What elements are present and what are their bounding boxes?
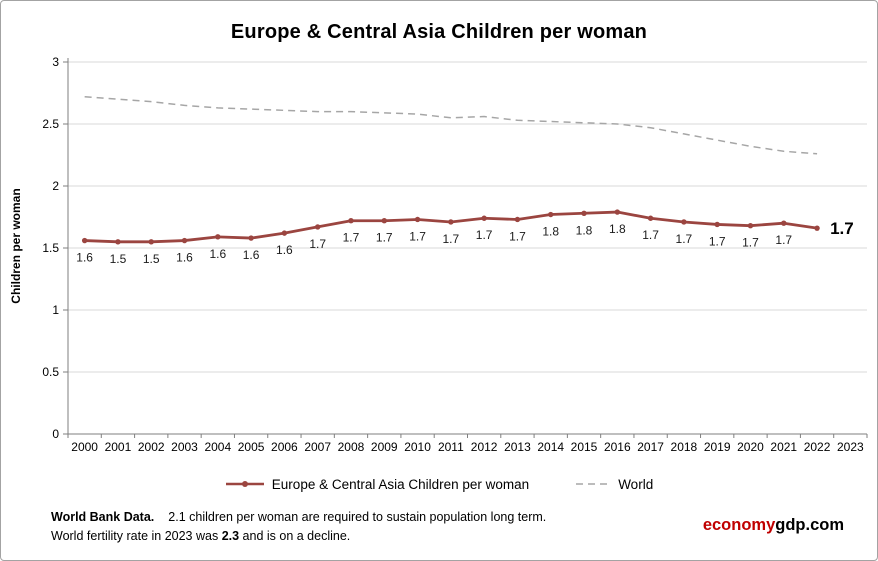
x-tick-label: 2009 xyxy=(371,440,398,454)
world-line-sample-icon xyxy=(576,483,611,485)
footer: World Bank Data. 2.1 children per woman a… xyxy=(51,508,844,546)
eca-markers xyxy=(81,209,820,245)
x-tick-label: 2003 xyxy=(171,440,198,454)
data-label: 1.7 xyxy=(376,231,393,245)
x-tick-label: 2017 xyxy=(637,440,664,454)
x-tick-label: 2021 xyxy=(770,440,797,454)
plot-area: 0 0.5 1 1.5 2 2.5 3 2000 2001 2002 2003 2004 2005 200… xyxy=(42,55,868,454)
data-label: 1.8 xyxy=(576,223,593,237)
data-label: 1.7 xyxy=(509,229,526,243)
footer-note2-pre: World fertility rate in 2023 was xyxy=(51,529,222,543)
axes: 0 0.5 1 1.5 2 2.5 3 2000 2001 2002 2003 2004 2005 200… xyxy=(42,55,868,454)
y-tick-label: 1.5 xyxy=(42,241,59,255)
data-label: 1.6 xyxy=(243,248,260,262)
y-tick-label: 2.5 xyxy=(42,117,59,131)
footer-note-line1: World Bank Data. 2.1 children per woman a… xyxy=(51,508,546,527)
y-tick-label: 3 xyxy=(52,55,59,69)
legend-item-world: World xyxy=(575,477,653,492)
data-label: 1.5 xyxy=(110,252,127,266)
x-tick-label: 2007 xyxy=(304,440,331,454)
footer-note1-bold: World Bank Data. xyxy=(51,510,155,524)
data-label: 1.7 xyxy=(775,233,792,247)
data-label: 1.7 xyxy=(676,232,693,246)
legend: Europe & Central Asia Children per woman… xyxy=(1,471,877,497)
data-label: 1.8 xyxy=(609,222,626,236)
y-tick-label: 0 xyxy=(52,427,59,441)
data-label: 1.6 xyxy=(209,247,226,261)
brand-logo-red: economy xyxy=(702,516,776,534)
x-tick-label: 2019 xyxy=(704,440,731,454)
legend-label-eca: Europe & Central Asia Children per woman xyxy=(271,476,530,492)
x-tick-label: 2005 xyxy=(238,440,265,454)
x-tick-label: 2020 xyxy=(737,440,764,454)
x-tick-label: 2000 xyxy=(71,440,98,454)
data-label: 1.7 xyxy=(709,234,726,248)
x-tick-label: 2022 xyxy=(804,440,831,454)
brand-logo: economygdp.com xyxy=(703,516,844,535)
x-tick-label: 2013 xyxy=(504,440,531,454)
x-tick-label: 2008 xyxy=(338,440,365,454)
data-label: 1.7 xyxy=(742,236,759,250)
footer-note1-rest: 2.1 children per woman are required to s… xyxy=(168,510,547,524)
data-label: 1.6 xyxy=(76,251,93,265)
footer-notes: World Bank Data. 2.1 children per woman a… xyxy=(51,508,546,546)
eca-data-labels: 1.6 1.5 1.5 1.6 1.6 1.6 1.6 1.7 1.7 1.7 1.7 1.7 1.7 1… xyxy=(76,222,792,266)
eca-end-label: 1.7 xyxy=(830,219,854,238)
data-label: 1.7 xyxy=(476,228,493,242)
y-tick-label: 2 xyxy=(52,179,59,193)
x-tick-label: 2004 xyxy=(204,440,231,454)
x-tick-label: 2012 xyxy=(471,440,498,454)
eca-line-sample-icon xyxy=(225,481,264,487)
x-tick-label: 2006 xyxy=(271,440,298,454)
x-tick-label: 2011 xyxy=(438,440,464,454)
x-tick-label: 2010 xyxy=(404,440,431,454)
gridlines xyxy=(68,61,867,373)
x-tick-label: 2023 xyxy=(837,440,864,454)
data-label: 1.6 xyxy=(176,251,193,265)
x-tick-label: 2015 xyxy=(571,440,598,454)
data-label: 1.7 xyxy=(343,231,360,245)
data-label: 1.7 xyxy=(642,228,659,242)
x-tick-label: 2018 xyxy=(671,440,698,454)
footer-note2-post: and is on a decline. xyxy=(239,529,351,543)
y-tick-label: 0.5 xyxy=(42,365,59,379)
x-tick-label: 2001 xyxy=(105,440,132,454)
x-tick-label: 2016 xyxy=(604,440,631,454)
data-label: 1.6 xyxy=(276,243,293,257)
footer-note-line2: World fertility rate in 2023 was 2.3 and… xyxy=(51,527,546,546)
data-label: 1.7 xyxy=(443,232,460,246)
world-line xyxy=(84,95,818,155)
legend-item-eca: Europe & Central Asia Children per woman xyxy=(225,477,529,492)
data-label: 1.5 xyxy=(143,252,160,266)
y-tick-label: 1 xyxy=(52,303,59,317)
data-label: 1.7 xyxy=(309,237,326,251)
footer-note2-bold: 2.3 xyxy=(221,529,240,543)
brand-logo-dark: gdp.com xyxy=(775,516,844,534)
x-tick-label: 2014 xyxy=(537,440,564,454)
data-label: 1.8 xyxy=(542,225,559,239)
legend-label-world: World xyxy=(618,476,654,492)
data-label: 1.7 xyxy=(409,229,426,243)
chart-title: Europe & Central Asia Children per woman xyxy=(230,21,648,43)
x-tick-label: 2002 xyxy=(138,440,165,454)
